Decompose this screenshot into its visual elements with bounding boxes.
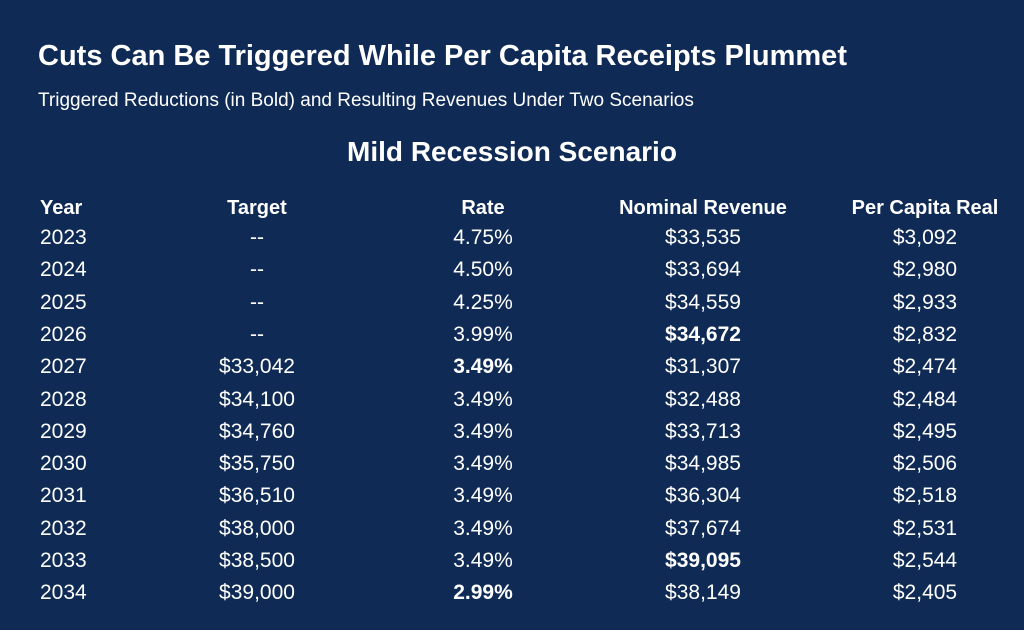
table-cell: 3.49% bbox=[453, 549, 513, 572]
column-header: Nominal Revenue bbox=[619, 197, 787, 219]
table-cell: 2025 bbox=[40, 290, 87, 314]
table-cell: -- bbox=[250, 322, 264, 346]
table-cell: $37,674 bbox=[665, 516, 741, 540]
table-cell: $33,694 bbox=[665, 258, 741, 282]
table-cell: 4.50% bbox=[453, 258, 513, 282]
table-cell: -- bbox=[250, 290, 264, 314]
column-header: Rate bbox=[461, 197, 505, 219]
table-cell: $39,095 bbox=[665, 549, 741, 572]
table-cell: 2034 bbox=[40, 581, 87, 605]
table-cell: $2,544 bbox=[892, 549, 958, 572]
table-cell: $33,713 bbox=[665, 419, 741, 443]
table-heading: Mild Recession Scenario bbox=[347, 136, 677, 167]
table-cell: $34,100 bbox=[219, 387, 295, 411]
table-cell: $35,750 bbox=[219, 452, 295, 476]
table-cell: $3,092 bbox=[892, 226, 958, 249]
table-cell: $34,559 bbox=[665, 290, 741, 314]
table-cell: 3.49% bbox=[453, 516, 513, 540]
table-cell: $34,760 bbox=[219, 419, 295, 443]
table-cell: 2027 bbox=[40, 355, 87, 379]
table-cell: 2024 bbox=[40, 258, 87, 282]
table-cell: $34,985 bbox=[665, 452, 741, 476]
table-cell: -- bbox=[250, 226, 264, 249]
column-header: Year bbox=[40, 197, 83, 219]
table-cell: 2033 bbox=[40, 549, 87, 572]
table-cell: $2,484 bbox=[892, 387, 958, 411]
table-cell: 3.99% bbox=[453, 322, 513, 346]
table-cell: 2031 bbox=[40, 484, 87, 508]
table-cell: $38,500 bbox=[219, 549, 295, 572]
table-cell: $39,000 bbox=[219, 581, 295, 605]
table-cell: $2,832 bbox=[892, 322, 958, 346]
table-cell: $2,980 bbox=[892, 258, 958, 282]
table-cell: 2026 bbox=[40, 322, 87, 346]
table-cell: 2023 bbox=[40, 226, 87, 249]
column-header: Per Capita Real bbox=[851, 197, 999, 219]
table-cell: 3.49% bbox=[453, 419, 513, 443]
table-cell: -- bbox=[250, 258, 264, 282]
table-cell: 4.75% bbox=[453, 226, 513, 249]
table-cell: $2,933 bbox=[892, 290, 958, 314]
table-cell: $2,474 bbox=[892, 355, 958, 379]
table-cell: $2,405 bbox=[892, 581, 958, 605]
table-cell: 3.49% bbox=[453, 387, 513, 411]
table-cell: $38,149 bbox=[665, 581, 741, 605]
table-cell: $2,531 bbox=[892, 516, 958, 540]
table-cell: $32,488 bbox=[665, 387, 741, 411]
table-cell: $33,042 bbox=[219, 355, 295, 379]
table-cell: $36,510 bbox=[219, 484, 295, 508]
table-cell: $33,535 bbox=[665, 226, 741, 249]
table-cell: 3.49% bbox=[453, 484, 513, 508]
table-cell: 2030 bbox=[40, 452, 87, 476]
table-cell: $34,672 bbox=[665, 322, 741, 346]
table-cell: $2,506 bbox=[892, 452, 958, 476]
table-cell: 2.99% bbox=[453, 581, 513, 605]
table-cell: 4.25% bbox=[453, 290, 513, 314]
subtitle: Triggered Reductions (in Bold) and Resul… bbox=[38, 90, 694, 111]
table-cell: 2029 bbox=[40, 419, 87, 443]
table-cell: $38,000 bbox=[219, 516, 295, 540]
table-cell: $31,307 bbox=[665, 355, 741, 379]
table-cell: $2,495 bbox=[892, 419, 958, 443]
table-cell: 2032 bbox=[40, 516, 87, 540]
table-cell: $2,518 bbox=[892, 484, 958, 508]
column-header: Target bbox=[227, 197, 287, 219]
table-cell: 3.49% bbox=[453, 452, 513, 476]
table-cell: 3.49% bbox=[453, 355, 513, 379]
table-cell: $36,304 bbox=[665, 484, 741, 508]
title: Cuts Can Be Triggered While Per Capita R… bbox=[38, 40, 847, 72]
table-cell: 2028 bbox=[40, 387, 87, 411]
